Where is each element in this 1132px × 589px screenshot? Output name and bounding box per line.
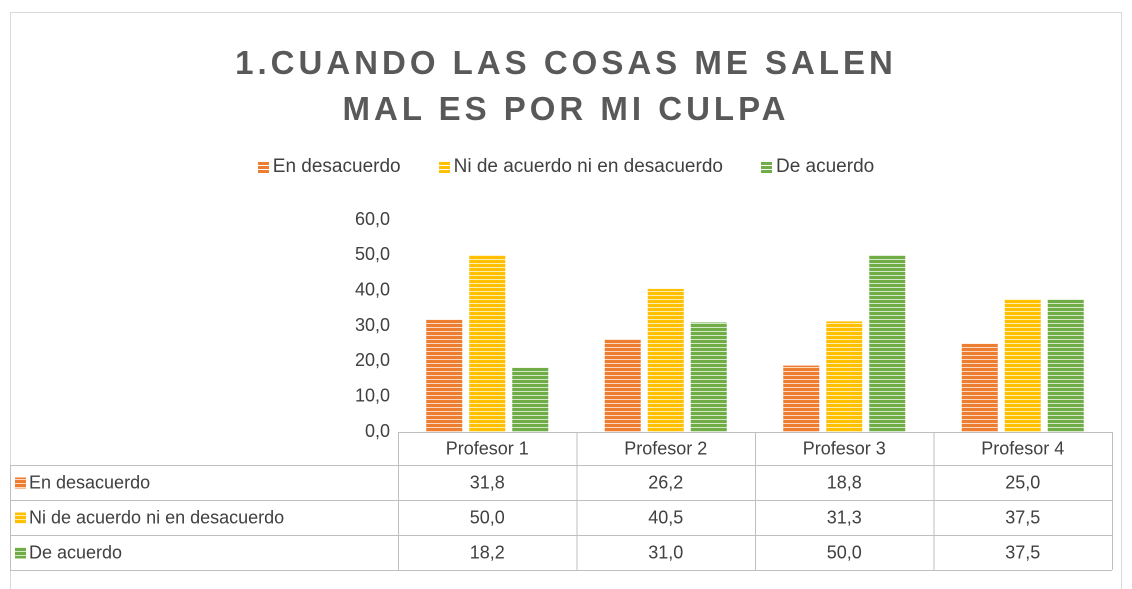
table-value: 37,5 [1005, 507, 1040, 527]
bar [961, 343, 998, 432]
y-tick-label: 30,0 [355, 315, 390, 335]
table-value: 18,8 [827, 472, 862, 492]
legend-key [760, 161, 772, 173]
table-row-label: Ni de acuerdo ni en desacuerdo [29, 507, 284, 527]
table-value: 40,5 [648, 507, 683, 527]
table-value: 25,0 [1005, 472, 1040, 492]
legend-key [257, 161, 269, 173]
legend-label: De acuerdo [775, 156, 875, 177]
table-row-label: De acuerdo [29, 542, 122, 562]
bar [783, 365, 820, 432]
bar [604, 339, 641, 432]
table-value: 50,0 [827, 542, 862, 562]
bar [647, 288, 684, 432]
bar [426, 319, 463, 432]
table-value: 26,2 [648, 472, 683, 492]
table-value: 31,8 [470, 472, 505, 492]
x-tick-label: Profesor 3 [803, 438, 886, 458]
legend-item: En desacuerdo [257, 156, 401, 178]
y-tick-label: 0,0 [365, 421, 390, 441]
bar [1004, 299, 1041, 432]
x-tick-label: Profesor 1 [446, 438, 529, 458]
legend-label: Ni de acuerdo ni en desacuerdo [453, 156, 723, 177]
legend-key [15, 477, 26, 489]
legend-key [15, 547, 26, 559]
table-value: 37,5 [1005, 542, 1040, 562]
bar [869, 255, 906, 432]
legend-key [15, 512, 26, 524]
y-tick-label: 10,0 [355, 385, 390, 405]
bar [512, 367, 549, 432]
bar [826, 321, 863, 432]
bar [469, 255, 506, 432]
table-row-label: En desacuerdo [29, 472, 150, 492]
table-value: 31,0 [648, 542, 683, 562]
table-value: 18,2 [470, 542, 505, 562]
y-tick-label: 20,0 [355, 350, 390, 370]
chart-border [10, 12, 1122, 589]
legend-key [438, 161, 450, 173]
y-tick-label: 60,0 [355, 209, 390, 229]
legend-item: Ni de acuerdo ni en desacuerdo [438, 156, 723, 178]
chart-title: 1.CUANDO LAS COSAS ME SALEN MAL ES POR M… [235, 44, 897, 127]
x-tick-label: Profesor 4 [981, 438, 1064, 458]
legend: En desacuerdo Ni de acuerdo ni en desacue… [0, 156, 1132, 178]
table-value: 31,3 [827, 507, 862, 527]
legend-label: En desacuerdo [272, 156, 401, 177]
bar [1047, 299, 1084, 432]
table-value: 50,0 [470, 507, 505, 527]
x-tick-label: Profesor 2 [624, 438, 707, 458]
y-tick-label: 40,0 [355, 279, 390, 299]
y-tick-label: 50,0 [355, 244, 390, 264]
bar [690, 322, 727, 432]
legend-item: De acuerdo [760, 156, 875, 178]
